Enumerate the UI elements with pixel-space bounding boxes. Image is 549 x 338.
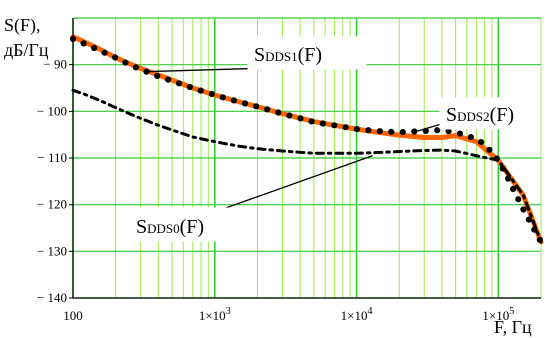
dds2-point <box>342 124 349 131</box>
annotation-tail: (F) <box>490 104 514 126</box>
dds2-point <box>319 120 326 127</box>
dds2-point <box>241 100 249 107</box>
y-tick-label: − 120 <box>37 197 67 212</box>
annotation-main: S <box>136 216 147 238</box>
annotation-dds1: SDDS1(F) <box>144 36 367 73</box>
annotation-subscript: DDS1 <box>265 49 298 64</box>
x-tick-exponent: 4 <box>367 306 372 317</box>
dds2-point <box>434 127 441 134</box>
x-tick-exponent: 3 <box>226 306 231 317</box>
annotation-label: SDDS2(F) <box>446 104 514 126</box>
dds2-point <box>525 216 533 223</box>
dds2-point <box>208 90 215 98</box>
dds2-point <box>445 128 452 135</box>
annotation-box <box>439 97 541 130</box>
dds2-point <box>219 94 226 101</box>
x-tick-label: 1×103 <box>199 306 231 323</box>
dds2-point <box>510 185 517 192</box>
dds2-point <box>286 112 293 119</box>
dds2-point <box>230 97 237 104</box>
dds2-point <box>275 109 282 116</box>
dds2-point <box>122 59 129 66</box>
y-axis-label-line1: S(F), <box>4 15 41 36</box>
dds2-point <box>112 54 119 61</box>
dds2-point <box>520 206 527 213</box>
annotations: SDDS1(F)SDDS2(F)SDDS0(F) <box>129 36 541 242</box>
y-tick-label: − 90 <box>43 57 67 72</box>
annotation-dds2: SDDS2(F) <box>412 97 541 133</box>
dds2-point <box>165 76 172 83</box>
axes: − 90 − 100 − 110 − 120 − 130 − 140 100 1×103 1×1… <box>37 57 514 323</box>
dds2-point <box>308 118 315 125</box>
dds2-point <box>486 146 493 153</box>
dds2-point <box>101 49 108 56</box>
x-axis-label: F, Гц <box>494 317 532 337</box>
dds2-point <box>467 134 474 141</box>
y-tick-label: − 100 <box>37 103 67 118</box>
dds2-point <box>154 72 161 79</box>
annotation-main: S <box>254 44 265 66</box>
dds2-point <box>388 128 395 135</box>
annotation-label: SDDS1(F) <box>254 44 322 66</box>
x-tick-label: 100 <box>63 308 83 323</box>
dds2-point <box>297 115 304 122</box>
dds2-point <box>478 139 485 146</box>
annotation-box <box>129 207 247 242</box>
annotation-leader <box>219 155 373 211</box>
dds2-point <box>365 127 372 134</box>
annotation-box <box>247 36 367 70</box>
dds2-point <box>264 106 271 113</box>
dds2-point <box>331 122 338 129</box>
annotation-main: S <box>446 104 457 126</box>
annotation-subscript: DDS2 <box>457 109 490 124</box>
dds2-point <box>175 80 183 87</box>
annotation-tail: (F) <box>180 216 204 238</box>
y-tick-label: − 140 <box>37 290 67 305</box>
dds2-point <box>515 196 522 203</box>
dds2-point <box>253 103 260 110</box>
x-tick-exponent: 5 <box>509 306 514 317</box>
annotation-dds0: SDDS0(F) <box>129 155 373 242</box>
series-dds0 <box>71 88 543 244</box>
dds2-point <box>399 129 406 136</box>
annotation-label: SDDS0(F) <box>136 216 204 238</box>
y-tick-label: − 110 <box>37 150 67 165</box>
dds2-point <box>456 130 463 137</box>
dds2-point <box>132 64 139 71</box>
dds2-point <box>186 83 193 91</box>
y-axis-label-line2: дБ/Гц <box>4 40 49 60</box>
dds2-point <box>353 126 360 133</box>
dds2-point <box>80 40 87 47</box>
series-layer <box>69 34 544 245</box>
x-tick-label: 1×105 <box>482 306 514 323</box>
dds2-point <box>197 87 204 94</box>
dds2-point <box>91 44 98 52</box>
x-tick-label: 1×104 <box>341 306 373 323</box>
annotation-subscript: DDS0 <box>147 221 180 236</box>
series-dds0-line <box>71 88 543 244</box>
annotation-tail: (F) <box>298 44 322 66</box>
y-tick-label: − 130 <box>37 243 67 258</box>
dds2-point <box>376 128 383 135</box>
